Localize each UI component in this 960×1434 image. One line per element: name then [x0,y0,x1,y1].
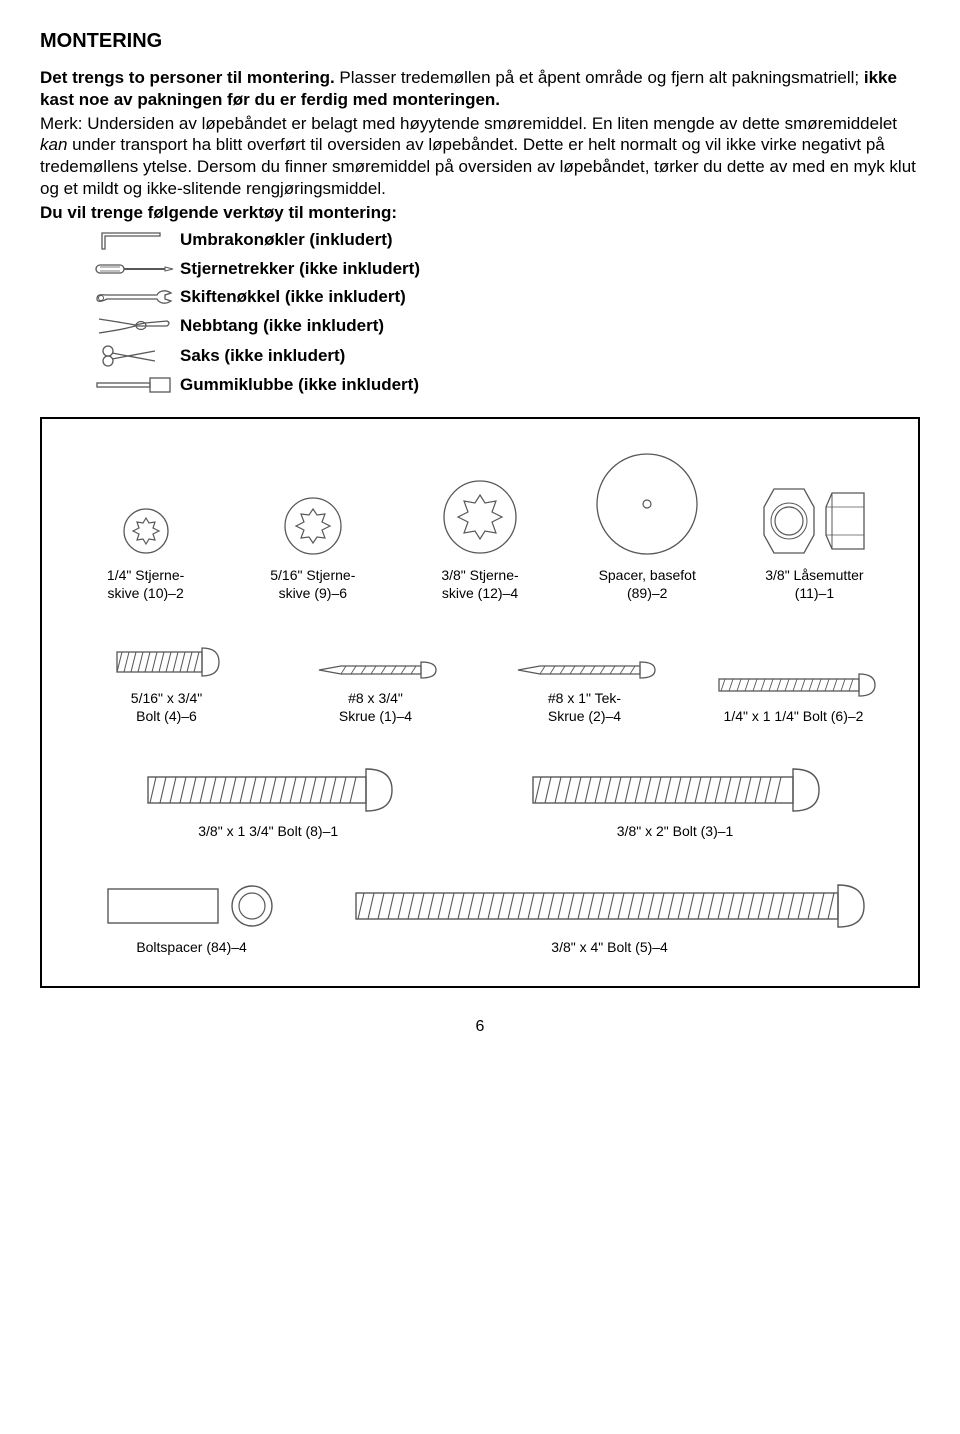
part-label: 3/8" Stjerne- [441,567,518,583]
parts-row: 5/16" x 3/4" Bolt (4)–6 #8 x 3/4" Skrue (1… [62,642,898,725]
mallet-icon [40,376,180,394]
tool-label: Saks (ikke inkludert) [180,346,345,366]
part-bolt-3-8-2: 3/8" x 2" Bolt (3)–1 [474,765,875,841]
tool-label: Gummiklubbe (ikke inkludert) [180,375,419,395]
tools-list: Umbrakonøkler (inkludert) Stjernetrekker… [40,229,920,395]
part-label: 3/8" x 1 3/4" Bolt (8)–1 [198,823,338,839]
part-label: skive (12)–4 [442,585,518,601]
part-label: Skrue (1)–4 [339,708,412,724]
parts-row: 3/8" x 1 3/4" Bolt (8)–1 3/8" x 2" Bolt … [62,765,898,841]
part-label: 1/4" x 1 1/4" Bolt (6)–2 [724,708,864,724]
tool-row: Nebbtang (ikke inkludert) [40,315,920,337]
page-title: MONTERING [40,30,920,53]
tool-row: Gummiklubbe (ikke inkludert) [40,375,920,395]
p1-reg: Plasser tredemøllen på et åpent område o… [335,68,864,87]
part-star-washer-3-8: 3/8" Stjerne-skive (12)–4 [396,475,563,602]
part-label: Skrue (2)–4 [548,708,621,724]
part-label: #8 x 3/4" [348,690,403,706]
tool-row: Umbrakonøkler (inkludert) [40,229,920,251]
part-label: 5/16" x 3/4" [131,690,202,706]
tool-label: Umbrakonøkler (inkludert) [180,230,393,250]
part-label: skive (9)–6 [279,585,347,601]
parts-row: Boltspacer (84)–4 3/8" x 4" Bolt (5)–4 [62,881,898,957]
part-bolt-5-16: 5/16" x 3/4" Bolt (4)–6 [62,642,271,725]
tools-heading: Du vil trenge følgende verktøy til monte… [40,202,920,224]
parts-row: 1/4" Stjerne-skive (10)–2 5/16" Stjerne-… [62,449,898,602]
part-locknut: 3/8" Låsemutter (11)–1 [731,483,898,602]
pliers-icon [40,315,180,337]
part-bolt-1-4: 1/4" x 1 1/4" Bolt (6)–2 [689,670,898,726]
part-spacer-basefot: Spacer, basefot (89)–2 [564,449,731,602]
page-number: 6 [40,1018,920,1036]
p2-italic: kan [40,135,67,154]
p2-a: Merk: Undersiden av løpebåndet er belagt… [40,114,897,133]
part-label: 3/8" x 4" Bolt (5)–4 [551,939,668,955]
allen-key-icon [40,229,180,251]
part-star-washer-1-4: 1/4" Stjerne-skive (10)–2 [62,503,229,602]
part-label: 5/16" Stjerne- [270,567,355,583]
part-tek-screw: #8 x 1" Tek- Skrue (2)–4 [480,658,689,725]
part-label: (11)–1 [795,585,834,601]
part-label: Spacer, basefot [599,567,696,583]
part-boltspacer: Boltspacer (84)–4 [75,881,309,957]
part-bolt-3-8-1-3-4: 3/8" x 1 3/4" Bolt (8)–1 [84,765,452,841]
part-star-washer-5-16: 5/16" Stjerne-skive (9)–6 [229,493,396,602]
part-label: Bolt (4)–6 [136,708,197,724]
intro-paragraph-1: Det trengs to personer til montering. Pl… [40,67,920,111]
part-label: skive (10)–2 [107,585,183,601]
p1-bold1: Det trengs to personer til montering. [40,68,335,87]
tool-row: Saks (ikke inkludert) [40,345,920,367]
part-label: 3/8" x 2" Bolt (3)–1 [617,823,734,839]
tool-label: Nebbtang (ikke inkludert) [180,316,384,336]
part-screw-8-3-4: #8 x 3/4" Skrue (1)–4 [271,658,480,725]
part-label: 3/8" Låsemutter [765,567,863,583]
p2-c: under transport ha blitt overført til ov… [40,135,916,198]
intro-paragraph-2: Merk: Undersiden av løpebåndet er belagt… [40,113,920,200]
tool-label: Stjernetrekker (ikke inkludert) [180,259,420,279]
tool-row: Stjernetrekker (ikke inkludert) [40,259,920,279]
part-label: 1/4" Stjerne- [107,567,184,583]
tool-label: Skiftenøkkel (ikke inkludert) [180,287,406,307]
wrench-icon [40,287,180,307]
parts-diagram-box: 1/4" Stjerne-skive (10)–2 5/16" Stjerne-… [40,417,920,988]
part-bolt-3-8-4: 3/8" x 4" Bolt (5)–4 [334,881,886,957]
part-label: (89)–2 [627,585,667,601]
screwdriver-icon [40,261,180,277]
tool-row: Skiftenøkkel (ikke inkludert) [40,287,920,307]
part-label: Boltspacer (84)–4 [136,939,247,955]
part-label: #8 x 1" Tek- [548,690,621,706]
scissors-icon [40,345,180,367]
